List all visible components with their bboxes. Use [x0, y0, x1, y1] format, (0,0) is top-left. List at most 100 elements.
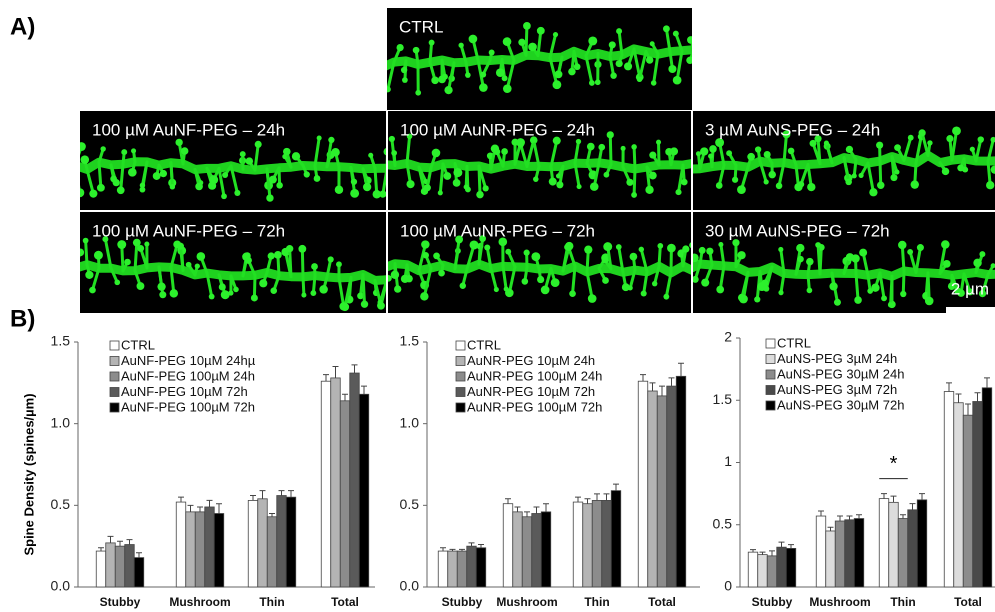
spine-head — [286, 245, 293, 252]
spine-head — [708, 153, 713, 158]
spine-head — [268, 252, 275, 259]
spine-head — [881, 295, 887, 301]
error-bar — [659, 386, 665, 396]
bar — [648, 391, 658, 587]
error-bar — [594, 494, 600, 501]
y-tick-label: 0.5 — [400, 496, 420, 512]
error-bar — [956, 394, 962, 403]
spine-head — [917, 244, 924, 251]
spine-head — [153, 172, 161, 180]
spine-head — [429, 40, 435, 46]
spine-head — [505, 249, 511, 255]
spine-head — [869, 188, 877, 196]
bar — [917, 500, 927, 587]
error-bar — [669, 378, 675, 386]
y-tick-label: 1.0 — [400, 414, 420, 430]
scale-bar — [946, 307, 995, 313]
x-tick-label: Total — [331, 595, 359, 609]
error-bar — [534, 507, 540, 514]
spine-head — [700, 147, 708, 155]
spine-head — [531, 252, 540, 261]
error-bar — [250, 496, 256, 501]
x-tick-label: Stubby — [752, 595, 793, 609]
spine-head — [706, 248, 713, 255]
spine-head — [576, 139, 581, 144]
bar — [340, 401, 350, 587]
spine-head — [140, 183, 145, 188]
spine-head — [438, 270, 445, 277]
spine-head — [81, 155, 90, 164]
spine-head — [807, 288, 813, 294]
bar — [758, 555, 768, 587]
spine-head — [569, 290, 576, 297]
spine-head — [919, 129, 926, 136]
spine-head — [328, 256, 334, 262]
spine-head — [854, 296, 862, 304]
spine-head — [432, 149, 441, 158]
error-bar — [975, 393, 981, 402]
error-bar — [136, 553, 142, 558]
error-bar — [984, 378, 990, 388]
spine-head — [675, 189, 681, 195]
spine-head — [701, 279, 709, 287]
spine-head — [335, 186, 343, 194]
legend-swatch — [766, 386, 775, 395]
panel-label: A) — [10, 13, 35, 40]
spine-head — [624, 62, 632, 70]
spine-head — [876, 142, 883, 149]
bar — [602, 500, 612, 587]
error-bar — [847, 516, 853, 520]
spine-head — [537, 27, 545, 35]
spine-head — [443, 172, 451, 180]
spine-head — [699, 247, 706, 254]
y-tick-label: 2 — [724, 329, 732, 345]
spine-head — [385, 275, 392, 282]
spine-head — [568, 68, 575, 75]
bar — [331, 378, 341, 587]
spine-head — [927, 140, 932, 145]
spine-head — [626, 179, 633, 186]
spine-head — [505, 289, 514, 298]
spine-head — [616, 28, 622, 34]
spine-head — [137, 245, 144, 252]
spine — [363, 274, 365, 304]
spine-head — [824, 141, 829, 146]
spine — [659, 246, 660, 266]
spine-head — [630, 253, 638, 261]
spine-head — [602, 257, 609, 264]
spine-head — [328, 137, 334, 143]
bar — [96, 551, 106, 587]
legend-label: AuNS-PEG 30µM 24h — [777, 366, 904, 381]
error-bar — [216, 504, 222, 514]
spine-head — [834, 299, 841, 306]
spine-head — [89, 287, 96, 294]
spine-head — [682, 245, 689, 252]
bar — [592, 500, 602, 587]
spine-head — [464, 184, 469, 189]
spine-head — [453, 179, 461, 187]
spine — [903, 271, 904, 294]
spine-head — [523, 22, 531, 30]
spine-head — [121, 149, 127, 155]
x-tick-label: Mushroom — [809, 595, 870, 609]
error-bar — [269, 514, 275, 517]
spine-head — [77, 142, 86, 151]
figure: A) B) CTRL100 µM AuNF-PEG – 24h100 µM Au… — [0, 0, 995, 612]
spine-head — [479, 83, 488, 92]
spine-head — [524, 250, 530, 256]
spine-head — [391, 150, 397, 156]
spine-head — [649, 152, 656, 159]
spine-head — [567, 246, 572, 251]
bar — [541, 512, 551, 587]
spine-head — [762, 280, 769, 287]
spine-head — [941, 240, 950, 249]
spine-head — [350, 189, 359, 198]
spine-head — [656, 140, 661, 145]
bar — [786, 548, 796, 587]
legend-swatch — [110, 388, 119, 397]
spine-head — [378, 300, 384, 306]
spine-head — [755, 146, 761, 152]
bar — [503, 504, 513, 587]
error-bar — [891, 496, 897, 502]
spine-head — [652, 281, 657, 286]
